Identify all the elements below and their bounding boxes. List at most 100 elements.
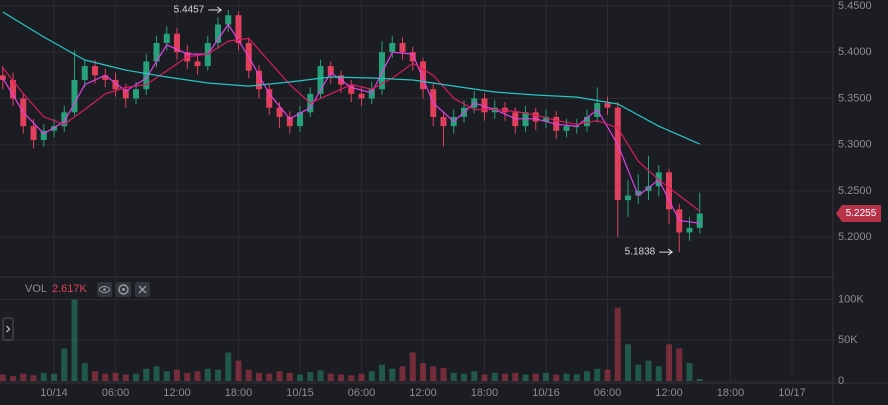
candle-body — [143, 61, 150, 90]
candle-body — [163, 33, 170, 43]
volume-bar — [184, 372, 191, 381]
volume-bar — [614, 307, 621, 381]
side-tab[interactable] — [2, 317, 14, 341]
volume-bar — [338, 374, 345, 381]
volume-bar — [368, 371, 375, 381]
volume-bar — [543, 372, 550, 381]
candle-body — [0, 75, 6, 80]
low-marker: 5.1838 — [625, 247, 656, 258]
volume-tick-label: 50K — [838, 334, 858, 346]
volume-bar — [471, 371, 478, 381]
x-tick-label: 12:00 — [655, 387, 683, 399]
volume-bar — [584, 371, 591, 381]
volume-bar — [635, 364, 642, 381]
x-tick-label: 10/17 — [778, 387, 806, 399]
last-price-badge — [836, 205, 881, 223]
candle-body — [614, 107, 621, 201]
candle-body — [71, 79, 78, 113]
candle-body — [102, 75, 109, 80]
volume-bar — [40, 372, 47, 381]
y-tick-label: 5.2500 — [838, 185, 872, 197]
volume-bar — [256, 372, 263, 381]
high-marker-arrow — [208, 6, 223, 14]
side-tab-box[interactable] — [2, 317, 14, 341]
volume-bar — [51, 373, 58, 381]
volume-bar — [235, 360, 242, 381]
volume-bar — [420, 363, 427, 381]
candle-body — [122, 89, 129, 99]
volume-tick-label: 100K — [838, 293, 864, 305]
volume-label: VOL — [25, 283, 47, 295]
volume-bar — [327, 373, 334, 381]
candle-body — [112, 79, 119, 90]
volume-bar — [604, 369, 611, 381]
x-tick-label: 10/16 — [532, 387, 560, 399]
volume-bar — [61, 348, 68, 381]
candle-body — [133, 89, 140, 99]
candle-body — [81, 66, 88, 80]
x-tick-label: 06:00 — [594, 387, 622, 399]
volume-bar — [512, 372, 519, 381]
volume-bar — [676, 348, 683, 381]
volume-bar — [491, 372, 498, 381]
volume-bar — [225, 352, 232, 381]
volume-bar — [481, 374, 488, 381]
volume-bar — [430, 366, 437, 381]
moving-average-line — [2, 37, 701, 212]
candle-body — [625, 195, 632, 201]
candle-body — [440, 116, 447, 127]
volume-icons[interactable] — [97, 282, 150, 297]
candle-body — [358, 93, 365, 99]
x-tick-label: 18:00 — [717, 387, 745, 399]
volume-bar — [102, 373, 109, 381]
candle-body — [92, 66, 99, 76]
volume-bar — [409, 352, 416, 381]
settings-center — [122, 288, 125, 291]
x-tick-label: 18:00 — [225, 387, 253, 399]
volume-bar — [532, 373, 539, 381]
candle-body — [604, 103, 611, 108]
volume-bar — [307, 372, 314, 381]
volume-bar — [30, 375, 37, 381]
last-price-label: 5.2255 — [846, 208, 877, 219]
x-tick-label: 06:00 — [348, 387, 376, 399]
volume-bar — [399, 366, 406, 381]
candle-body — [194, 61, 201, 67]
volume-tick-label: 0 — [838, 375, 844, 387]
candle-body — [696, 213, 703, 228]
candle-body — [645, 186, 652, 191]
candle-body — [481, 98, 488, 113]
volume-bar — [522, 374, 529, 381]
high-marker: 5.4457 — [174, 5, 205, 16]
y-tick-label: 5.4500 — [838, 0, 872, 12]
x-tick-label: 06:00 — [102, 387, 130, 399]
volume-bar — [594, 368, 601, 381]
volume-bar — [92, 371, 99, 381]
volume-bar — [143, 368, 150, 381]
candle-body — [409, 52, 416, 62]
candle-body — [40, 130, 47, 141]
candle-body — [635, 190, 642, 196]
volume-bar — [194, 371, 201, 381]
volume-bar — [450, 372, 457, 381]
volume-bar — [81, 363, 88, 381]
volume-bar — [245, 369, 252, 381]
volume-bar — [215, 369, 222, 381]
candle-body — [563, 126, 570, 131]
x-tick-label: 10/15 — [286, 387, 314, 399]
candle-body — [666, 172, 673, 210]
volume-bar — [204, 368, 211, 381]
candle-body — [317, 66, 324, 94]
eye-pupil — [103, 288, 106, 291]
side-tab-arrow — [6, 325, 11, 333]
volume-bar — [297, 374, 304, 381]
candle-body — [174, 33, 181, 53]
volume-current: 2.617K — [52, 283, 88, 295]
volume-bar — [553, 374, 560, 381]
volume-bar — [563, 373, 570, 381]
volume-bar — [133, 373, 140, 381]
volume-bar — [389, 368, 396, 381]
volume-bar — [666, 344, 673, 381]
